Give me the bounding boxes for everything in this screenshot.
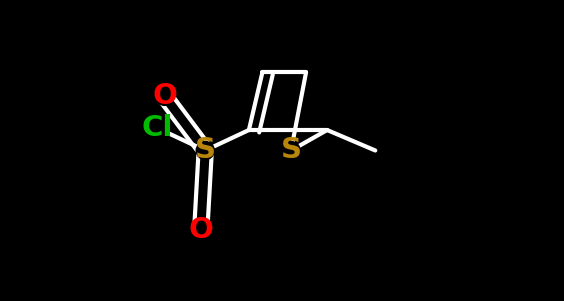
Text: O: O <box>188 216 213 244</box>
Circle shape <box>146 116 169 139</box>
Text: S: S <box>195 136 216 165</box>
Text: Cl: Cl <box>142 114 173 142</box>
Circle shape <box>282 141 300 160</box>
Circle shape <box>196 141 214 160</box>
Circle shape <box>192 221 210 239</box>
Text: S: S <box>280 136 302 165</box>
Circle shape <box>156 87 174 105</box>
Text: O: O <box>152 82 177 110</box>
